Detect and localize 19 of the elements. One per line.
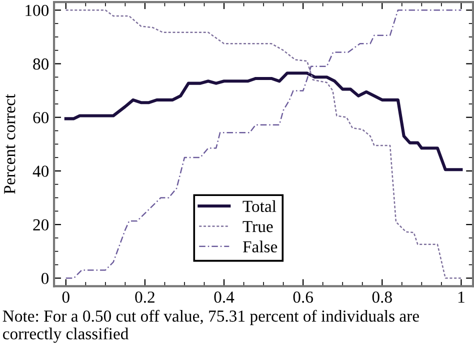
x-tick-label: 0.4 [214,292,234,303]
y-tick-label: 20 [33,219,49,230]
x-tick-label: 0 [62,292,70,303]
y-tick-label: 0 [41,272,49,284]
y-tick-label: 40 [32,166,49,177]
legend-label: Total [242,200,276,212]
line-series [65,10,462,279]
y-tick-label: 80 [33,58,49,70]
x-tick-label: 0.2 [135,292,154,303]
legend-label: True [242,221,273,232]
y-tick-label: 60 [33,112,49,124]
x-tick-label: 0.6 [293,292,313,303]
x-tick-label: 1 [458,292,464,303]
text: Note: For a 0.50 cut off value, 75.31 percent of individuals are correctly classified [2,310,419,343]
legend-label: False [242,240,278,252]
x-tick-label: 0.8 [372,292,392,303]
y-axis-title: Percent correct [4,94,16,194]
line-series [64,72,463,172]
y-tick-label: 100 [26,4,49,16]
